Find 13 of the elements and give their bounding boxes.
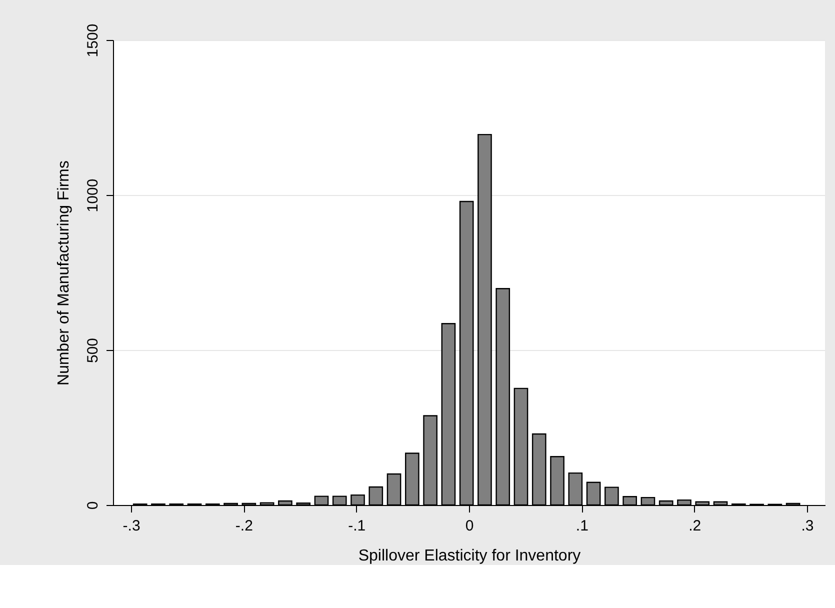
x-tick-label: -.3 [122, 518, 140, 534]
x-tick-label: .3 [801, 518, 814, 534]
x-tick-label: 0 [465, 518, 474, 534]
x-tick-label: .1 [576, 518, 588, 534]
y-tick-label: 1000 [84, 178, 102, 212]
y-tick-label: 500 [84, 338, 102, 364]
x-tick-label: -.2 [235, 518, 253, 534]
y-tick-label: 0 [84, 501, 102, 510]
x-axis-title: Spillover Elasticity for Inventory [358, 548, 581, 564]
x-tick-label: .2 [688, 518, 702, 534]
y-axis-title: Number of Manufacturing Firms [56, 160, 72, 386]
x-tick-label: -.1 [348, 518, 366, 534]
y-tick-label: 1500 [84, 24, 102, 58]
